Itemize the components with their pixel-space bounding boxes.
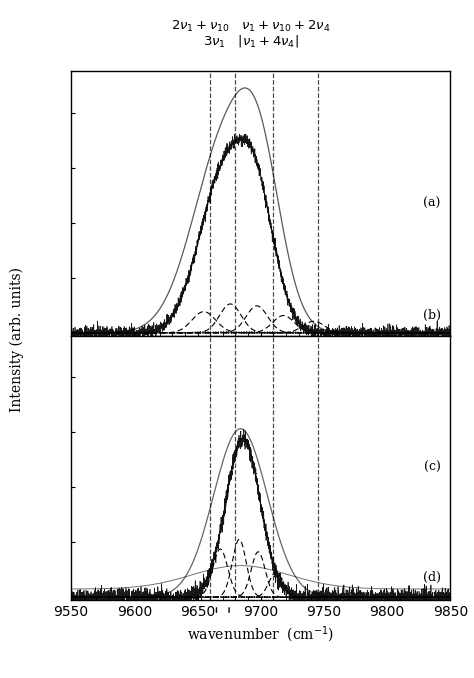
Text: $3\nu_1$   $|\nu_1 + 4\nu_4|$: $3\nu_1$ $|\nu_1 + 4\nu_4|$ <box>203 33 299 49</box>
Text: (d): (d) <box>423 571 441 584</box>
X-axis label: wavenumber  (cm$^{-1}$): wavenumber (cm$^{-1}$) <box>187 624 334 645</box>
Text: $2\nu_1 + \nu_{10}$   $\nu_1 + \nu_{10} + 2\nu_4$: $2\nu_1 + \nu_{10}$ $\nu_1 + \nu_{10} + … <box>172 19 331 34</box>
Text: (b): (b) <box>423 309 441 322</box>
Text: Intensity (arb. units): Intensity (arb. units) <box>9 266 24 412</box>
Text: (c): (c) <box>424 461 441 475</box>
Text: (a): (a) <box>423 197 441 210</box>
